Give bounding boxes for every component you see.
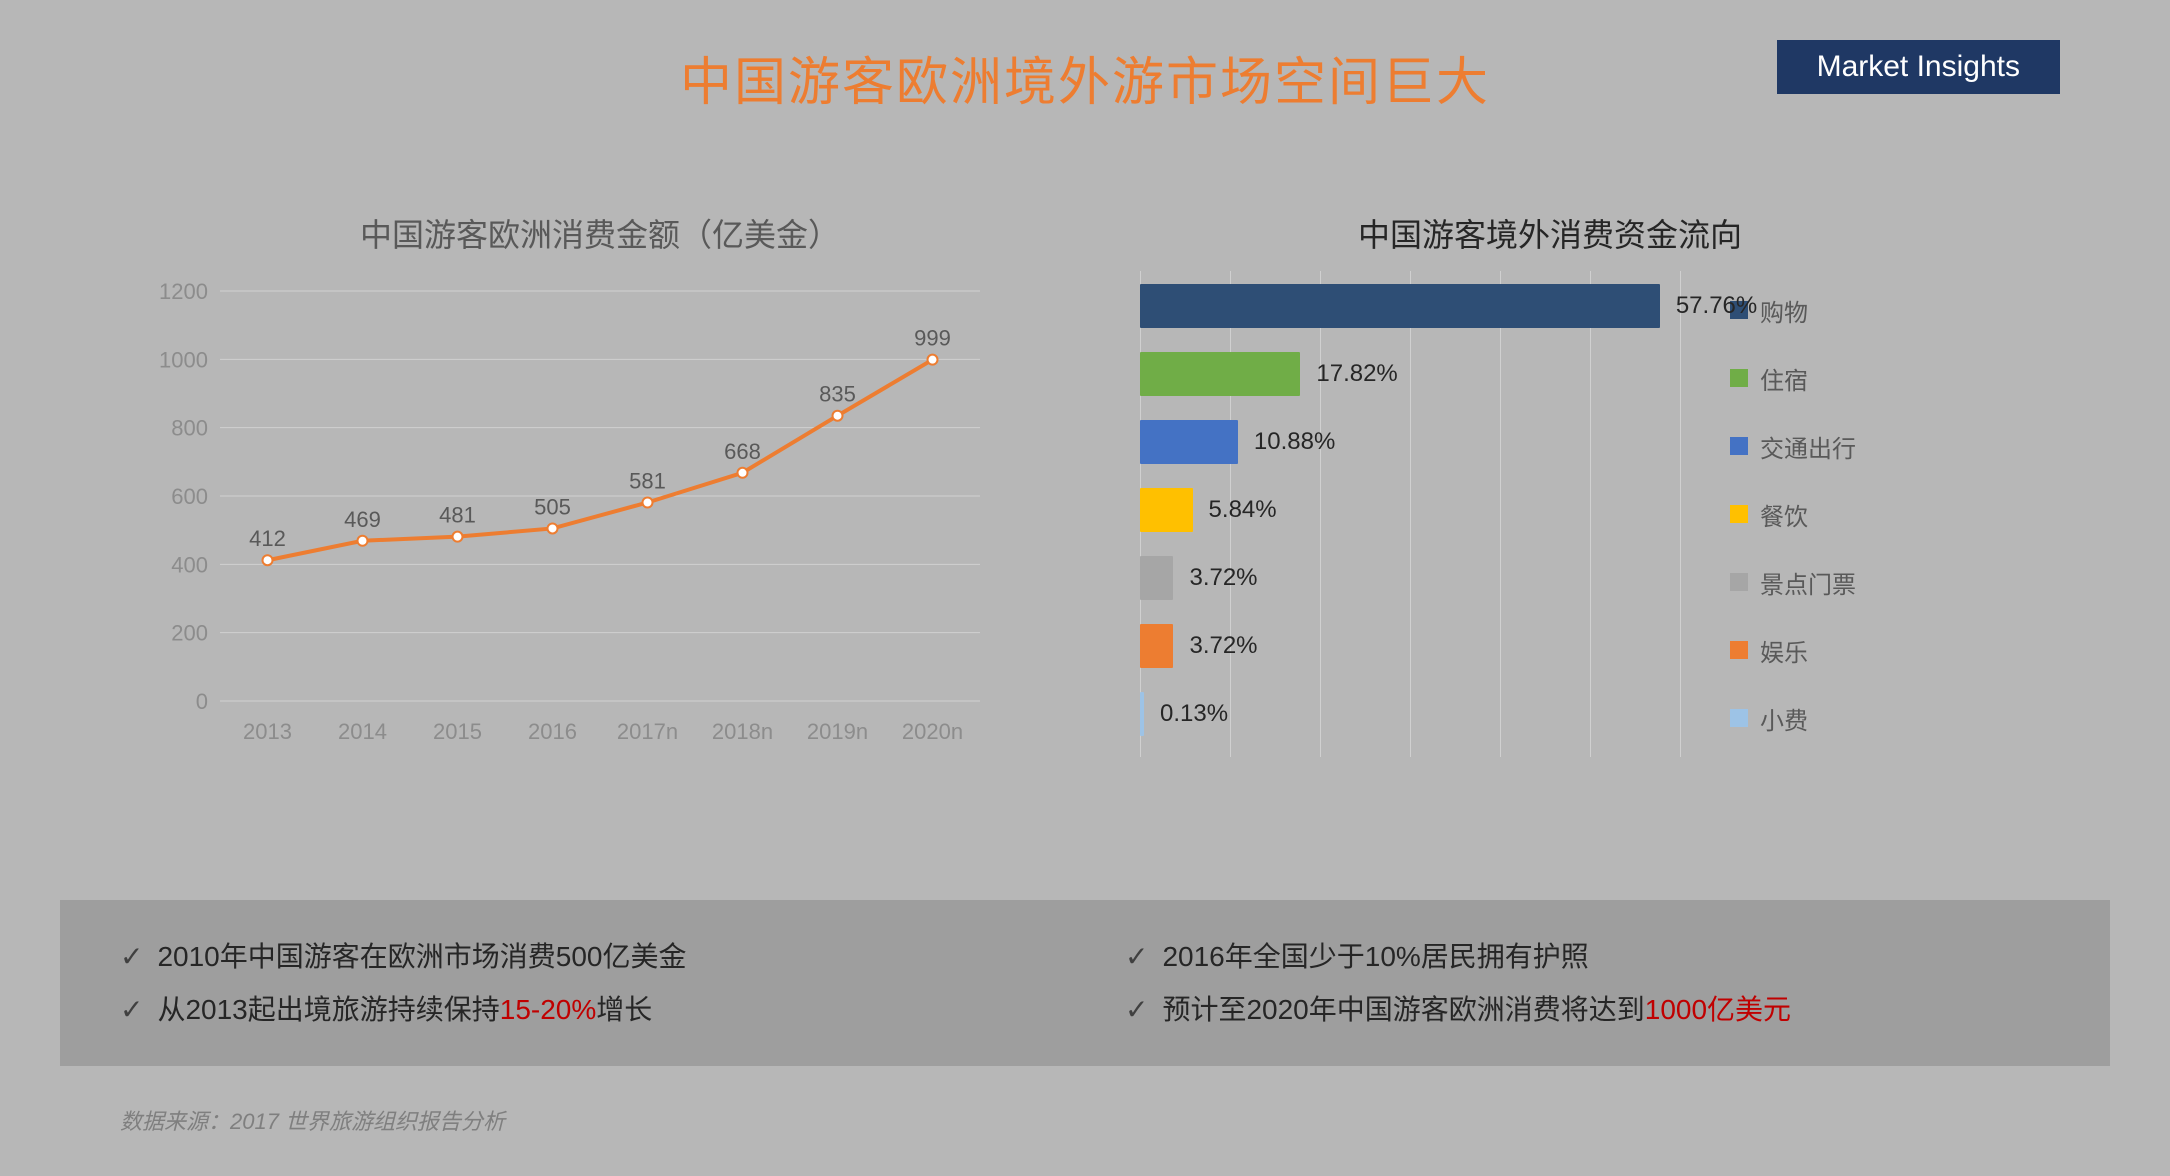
legend-label: 交通出行 — [1760, 429, 1856, 464]
bar-row: 3.72% — [1140, 548, 1680, 608]
bar-value-label: 10.88% — [1254, 428, 1335, 456]
bar-value-label: 0.13% — [1160, 700, 1228, 728]
bar-row: 57.76% — [1140, 276, 1680, 336]
legend-label: 住宿 — [1760, 361, 1808, 396]
line-chart-svg: 0 200 400 600 800 1000 1200 2013 2014 2015 2016 201… — [140, 271, 1000, 751]
bar-chart-plot: 57.76% 17.82% 10.88% 5.84% 3.72% 3.72% 0.13% — [1140, 276, 1680, 752]
svg-text:412: 412 — [249, 526, 286, 551]
bar-value-label: 57.76% — [1676, 292, 1757, 320]
svg-text:1000: 1000 — [159, 347, 208, 372]
bar-row: 3.72% — [1140, 616, 1680, 676]
legend-swatch — [1730, 505, 1748, 523]
svg-text:600: 600 — [171, 484, 208, 509]
bullet-line: ✓2016年全国少于10%居民拥有护照 — [1125, 930, 2050, 983]
svg-text:400: 400 — [171, 552, 208, 577]
legend-swatch — [1730, 369, 1748, 387]
legend-item: 景点门票 — [1730, 552, 1856, 612]
bar-value-label: 17.82% — [1316, 360, 1397, 388]
line-chart-box: 中国游客欧洲消费金额（亿美金） 0 200 400 600 800 1000 1200 201… — [140, 210, 1060, 752]
svg-text:2020n: 2020n — [902, 719, 963, 744]
check-icon: ✓ — [120, 994, 143, 1025]
legend-label: 小费 — [1760, 701, 1808, 736]
source-note: 数据来源：2017 世界旅游组织报告分析 — [120, 1104, 505, 1136]
svg-text:200: 200 — [171, 621, 208, 646]
legend-swatch — [1730, 573, 1748, 591]
svg-text:1200: 1200 — [159, 279, 208, 304]
legend-swatch — [1730, 641, 1748, 659]
legend-swatch — [1730, 709, 1748, 727]
legend-swatch — [1730, 437, 1748, 455]
bar-chart-box: 中国游客境外消费资金流向 57.76%17.82%10.88%5.84%3.72… — [1140, 210, 2060, 752]
bullet-line: ✓从2013起出境旅游持续保持15-20%增长 — [120, 983, 1045, 1036]
bar-value-label: 3.72% — [1189, 564, 1257, 592]
legend-item: 交通出行 — [1730, 416, 1856, 476]
bar-row: 0.13% — [1140, 684, 1680, 744]
svg-text:835: 835 — [819, 382, 856, 407]
svg-text:668: 668 — [724, 439, 761, 464]
check-icon: ✓ — [1125, 941, 1148, 972]
legend-label: 餐饮 — [1760, 497, 1808, 532]
svg-text:469: 469 — [344, 507, 381, 532]
legend-item: 小费 — [1730, 688, 1856, 748]
line-chart-title: 中国游客欧洲消费金额（亿美金） — [140, 210, 1060, 256]
bar-value-label: 5.84% — [1209, 496, 1277, 524]
legend-label: 景点门票 — [1760, 565, 1856, 600]
svg-text:2019n: 2019n — [807, 719, 868, 744]
bar-row: 17.82% — [1140, 344, 1680, 404]
bullet-line: ✓预计至2020年中国游客欧洲消费将达到1000亿美元 — [1125, 983, 2050, 1036]
market-insights-badge: Market Insights — [1777, 40, 2060, 94]
legend-item: 餐饮 — [1730, 484, 1856, 544]
legend-label: 购物 — [1760, 293, 1808, 328]
svg-text:481: 481 — [439, 503, 476, 528]
svg-text:2013: 2013 — [243, 719, 292, 744]
bar-row: 10.88% — [1140, 412, 1680, 472]
svg-text:2015: 2015 — [433, 719, 482, 744]
legend-item: 住宿 — [1730, 348, 1856, 408]
svg-text:2018n: 2018n — [712, 719, 773, 744]
bar-value-label: 3.72% — [1189, 632, 1257, 660]
check-icon: ✓ — [1125, 994, 1148, 1025]
svg-text:999: 999 — [914, 326, 951, 351]
svg-text:2017n: 2017n — [617, 719, 678, 744]
page-title: 中国游客欧洲境外游市场空间巨大 — [680, 54, 1490, 112]
footer-band: ✓2010年中国游客在欧洲市场消费500亿美金✓从2013起出境旅游持续保持15… — [60, 900, 2110, 1066]
check-icon: ✓ — [120, 941, 143, 972]
svg-text:2014: 2014 — [338, 719, 387, 744]
svg-text:581: 581 — [629, 468, 666, 493]
svg-text:505: 505 — [534, 494, 571, 519]
legend-label: 娱乐 — [1760, 633, 1808, 668]
svg-text:800: 800 — [171, 416, 208, 441]
svg-text:0: 0 — [196, 689, 208, 714]
footer-col-right: ✓2016年全国少于10%居民拥有护照✓预计至2020年中国游客欧洲消费将达到1… — [1125, 930, 2050, 1036]
bar-chart-legend: 购物住宿交通出行餐饮景点门票娱乐小费 — [1730, 276, 1856, 752]
footer-col-left: ✓2010年中国游客在欧洲市场消费500亿美金✓从2013起出境旅游持续保持15… — [120, 930, 1045, 1036]
bar-row: 5.84% — [1140, 480, 1680, 540]
bullet-line: ✓2010年中国游客在欧洲市场消费500亿美金 — [120, 930, 1045, 983]
svg-text:2016: 2016 — [528, 719, 577, 744]
legend-item: 娱乐 — [1730, 620, 1856, 680]
bar-chart-title: 中国游客境外消费资金流向 — [1040, 210, 2060, 256]
